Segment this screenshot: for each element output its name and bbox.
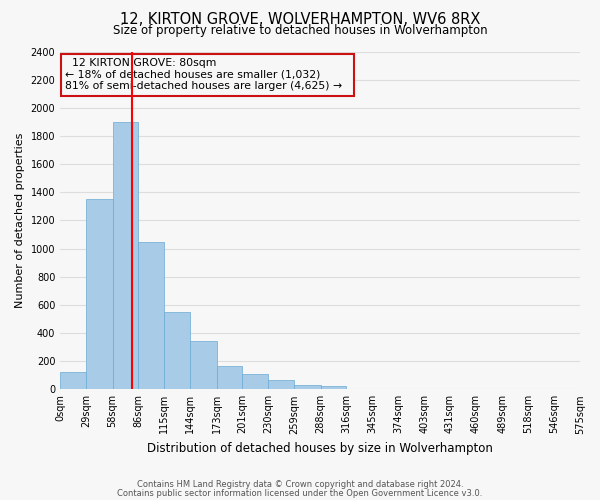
Text: 12, KIRTON GROVE, WOLVERHAMPTON, WV6 8RX: 12, KIRTON GROVE, WOLVERHAMPTON, WV6 8RX [120, 12, 480, 28]
Text: Contains public sector information licensed under the Open Government Licence v3: Contains public sector information licen… [118, 489, 482, 498]
X-axis label: Distribution of detached houses by size in Wolverhampton: Distribution of detached houses by size … [147, 442, 493, 455]
Bar [242, 374, 268, 390]
Bar [295, 385, 320, 390]
Bar [320, 386, 346, 390]
Bar [86, 200, 113, 390]
Bar [113, 122, 138, 390]
Y-axis label: Number of detached properties: Number of detached properties [15, 132, 25, 308]
Bar [268, 380, 295, 390]
Bar [164, 312, 190, 390]
Text: Contains HM Land Registry data © Crown copyright and database right 2024.: Contains HM Land Registry data © Crown c… [137, 480, 463, 489]
Bar [138, 242, 164, 390]
Bar [190, 342, 217, 390]
Bar [60, 372, 86, 390]
Text: Size of property relative to detached houses in Wolverhampton: Size of property relative to detached ho… [113, 24, 487, 37]
Text: 12 KIRTON GROVE: 80sqm
← 18% of detached houses are smaller (1,032)
81% of semi-: 12 KIRTON GROVE: 80sqm ← 18% of detached… [65, 58, 349, 92]
Bar [346, 388, 372, 390]
Bar [217, 366, 242, 390]
